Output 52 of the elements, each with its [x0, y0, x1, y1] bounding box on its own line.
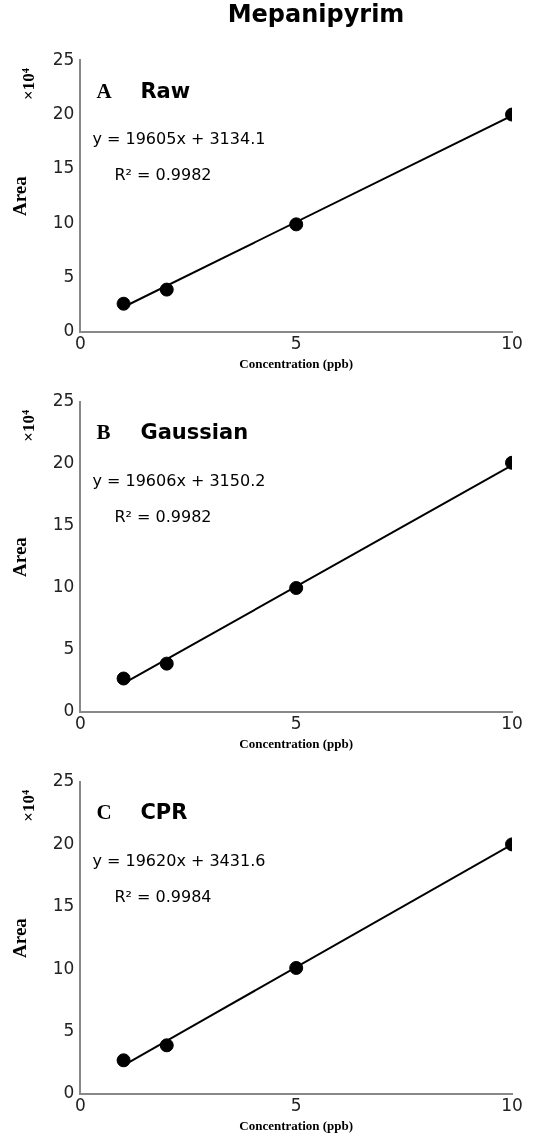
point: [116, 1053, 131, 1068]
y-tick-label: 25: [52, 770, 75, 791]
annotation: y = 19605x + 3134.1: [92, 129, 266, 149]
x-tick-label: 10: [501, 332, 523, 353]
point: [289, 960, 304, 975]
y-tick-label: 15: [52, 157, 75, 178]
x-axis-title: Concentration (ppb): [239, 1117, 354, 1133]
text: Gaussian: [140, 420, 249, 445]
text: ×10⁴: [19, 790, 39, 822]
point: [289, 581, 304, 595]
annotation: y = 19620x + 3431.6: [92, 851, 266, 871]
y-tick-label: 10: [52, 576, 75, 597]
y-axis-title: Area: [9, 175, 31, 216]
annotation: C: [96, 800, 112, 825]
y-tick-label: 25: [52, 390, 75, 411]
y-tick-label: 20: [52, 102, 75, 123]
annotation: y = 19606x + 3150.2: [92, 471, 266, 491]
text: Raw: [140, 78, 191, 103]
x-tick-label: 10: [501, 712, 523, 733]
y-tick-label: 25: [52, 48, 75, 69]
x-axis-title: Concentration (ppb): [239, 355, 354, 371]
y-tick-label: 20: [52, 832, 75, 853]
y-tick-label: 5: [63, 1020, 75, 1041]
annotation: A: [96, 78, 113, 103]
text: ×10⁴: [19, 68, 39, 100]
y-tick-label: 10: [52, 957, 75, 978]
point: [116, 671, 131, 686]
x-axis-title: Concentration (ppb): [239, 735, 354, 751]
chart-title: Mepanipyrim: [226, 0, 406, 30]
y-tick-label: 15: [52, 895, 75, 916]
point: [159, 282, 174, 297]
annotation: B: [96, 420, 111, 445]
annotation: R² = 0.9982: [114, 165, 212, 185]
point: [289, 217, 304, 232]
y-tick-label: 15: [52, 514, 75, 535]
text: ×10⁴: [19, 410, 39, 442]
point: [159, 1038, 174, 1053]
y-tick-label: 20: [52, 452, 75, 473]
y-axis-title: Area: [9, 917, 31, 958]
point: [159, 656, 174, 671]
annotation: R² = 0.9982: [114, 507, 212, 527]
y-tick-label: 5: [63, 266, 75, 287]
x-tick-label: 10: [501, 1094, 523, 1115]
text: CPR: [140, 800, 188, 825]
x-tick-label: 5: [290, 332, 302, 353]
annotation: R² = 0.9984: [114, 887, 212, 907]
y-tick-label: 5: [63, 638, 75, 659]
y-axis-title: Area: [9, 536, 31, 577]
point: [116, 296, 131, 311]
x-tick-label: 5: [290, 712, 302, 733]
x-tick-label: 5: [290, 1094, 302, 1115]
y-tick-label: 10: [52, 211, 75, 232]
